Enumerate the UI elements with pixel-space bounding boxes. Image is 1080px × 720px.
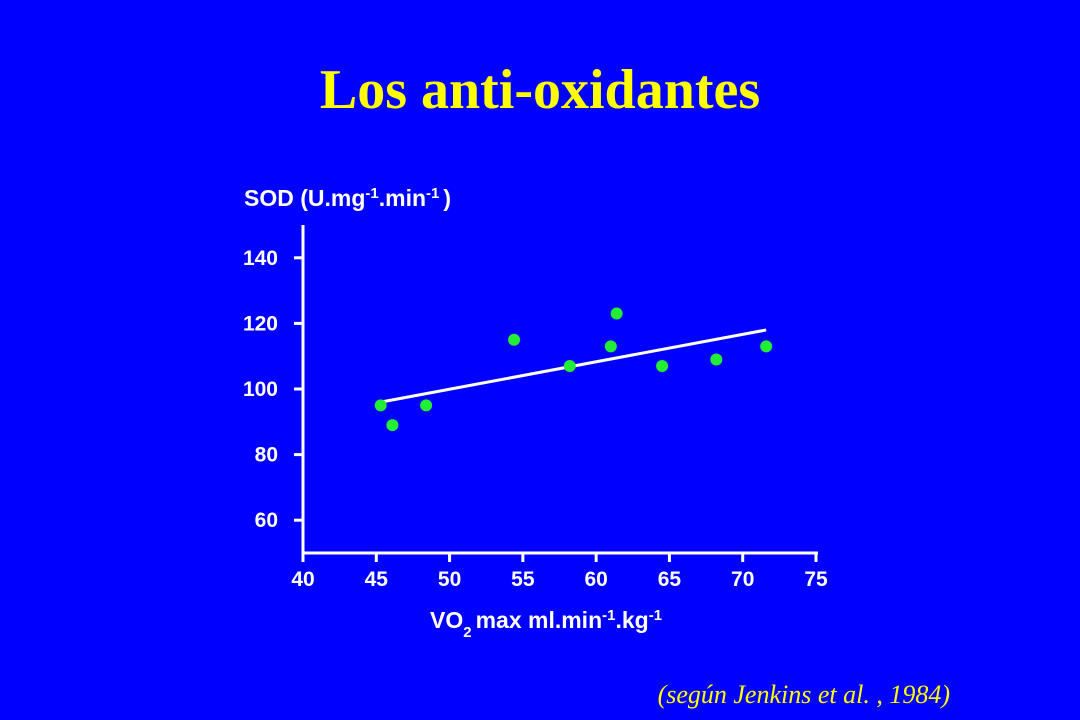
data-point-4 <box>508 333 521 346</box>
data-point-6 <box>604 340 617 353</box>
y-axis-label-sup1: -1 <box>365 185 378 202</box>
x-axis-label-sub: 2 <box>463 624 471 641</box>
y-axis-label-mid: .min <box>379 185 426 211</box>
x-tick-label-60: 60 <box>584 568 607 591</box>
data-point-8 <box>656 360 669 373</box>
y-tick-label-60: 60 <box>255 509 278 532</box>
y-tick-label-100: 100 <box>243 378 278 401</box>
y-axis-label-sup2: -1 <box>426 185 439 202</box>
x-tick-label-50: 50 <box>438 568 461 591</box>
x-tick-label-55: 55 <box>511 568 535 591</box>
x-tick-label-40: 40 <box>291 568 314 591</box>
x-tick-label-65: 65 <box>658 568 682 591</box>
x-tick-label-75: 75 <box>804 568 828 591</box>
data-point-10 <box>760 340 773 353</box>
data-point-9 <box>710 353 723 366</box>
y-tick-label-140: 140 <box>243 247 278 270</box>
data-point-1 <box>374 399 387 412</box>
source-note: (según Jenkins et al. , 1984) <box>657 680 950 709</box>
x-tick-label-70: 70 <box>731 568 754 591</box>
x-axis-label-main: max ml.min <box>476 607 603 633</box>
y-axis-label: SOD (U.mg-1.min-1) <box>244 185 451 212</box>
y-tick-label-80: 80 <box>255 444 278 467</box>
y-axis-label-end: ) <box>443 185 451 211</box>
data-point-2 <box>386 419 399 432</box>
x-axis-label-sup1: -1 <box>602 607 615 624</box>
x-axis-label-pre: VO <box>430 607 463 633</box>
y-axis-label-main: SOD (U.mg <box>244 185 365 211</box>
data-point-7 <box>610 307 623 320</box>
y-tick-label-120: 120 <box>243 312 278 335</box>
data-point-3 <box>420 399 433 412</box>
x-axis-label-sup2: -1 <box>649 607 662 624</box>
x-axis-label-mid: .kg <box>615 607 648 633</box>
x-axis-label: VO2 max ml.min-1.kg-1 <box>430 607 662 641</box>
data-point-5 <box>563 360 576 373</box>
x-tick-label-45: 45 <box>365 568 389 591</box>
slide-title: Los anti-oxidantes <box>319 59 761 121</box>
chart-axes: 40 45 50 55 60 65 70 75 60 80 100 120 140 <box>243 225 828 591</box>
points-layer <box>374 307 773 432</box>
